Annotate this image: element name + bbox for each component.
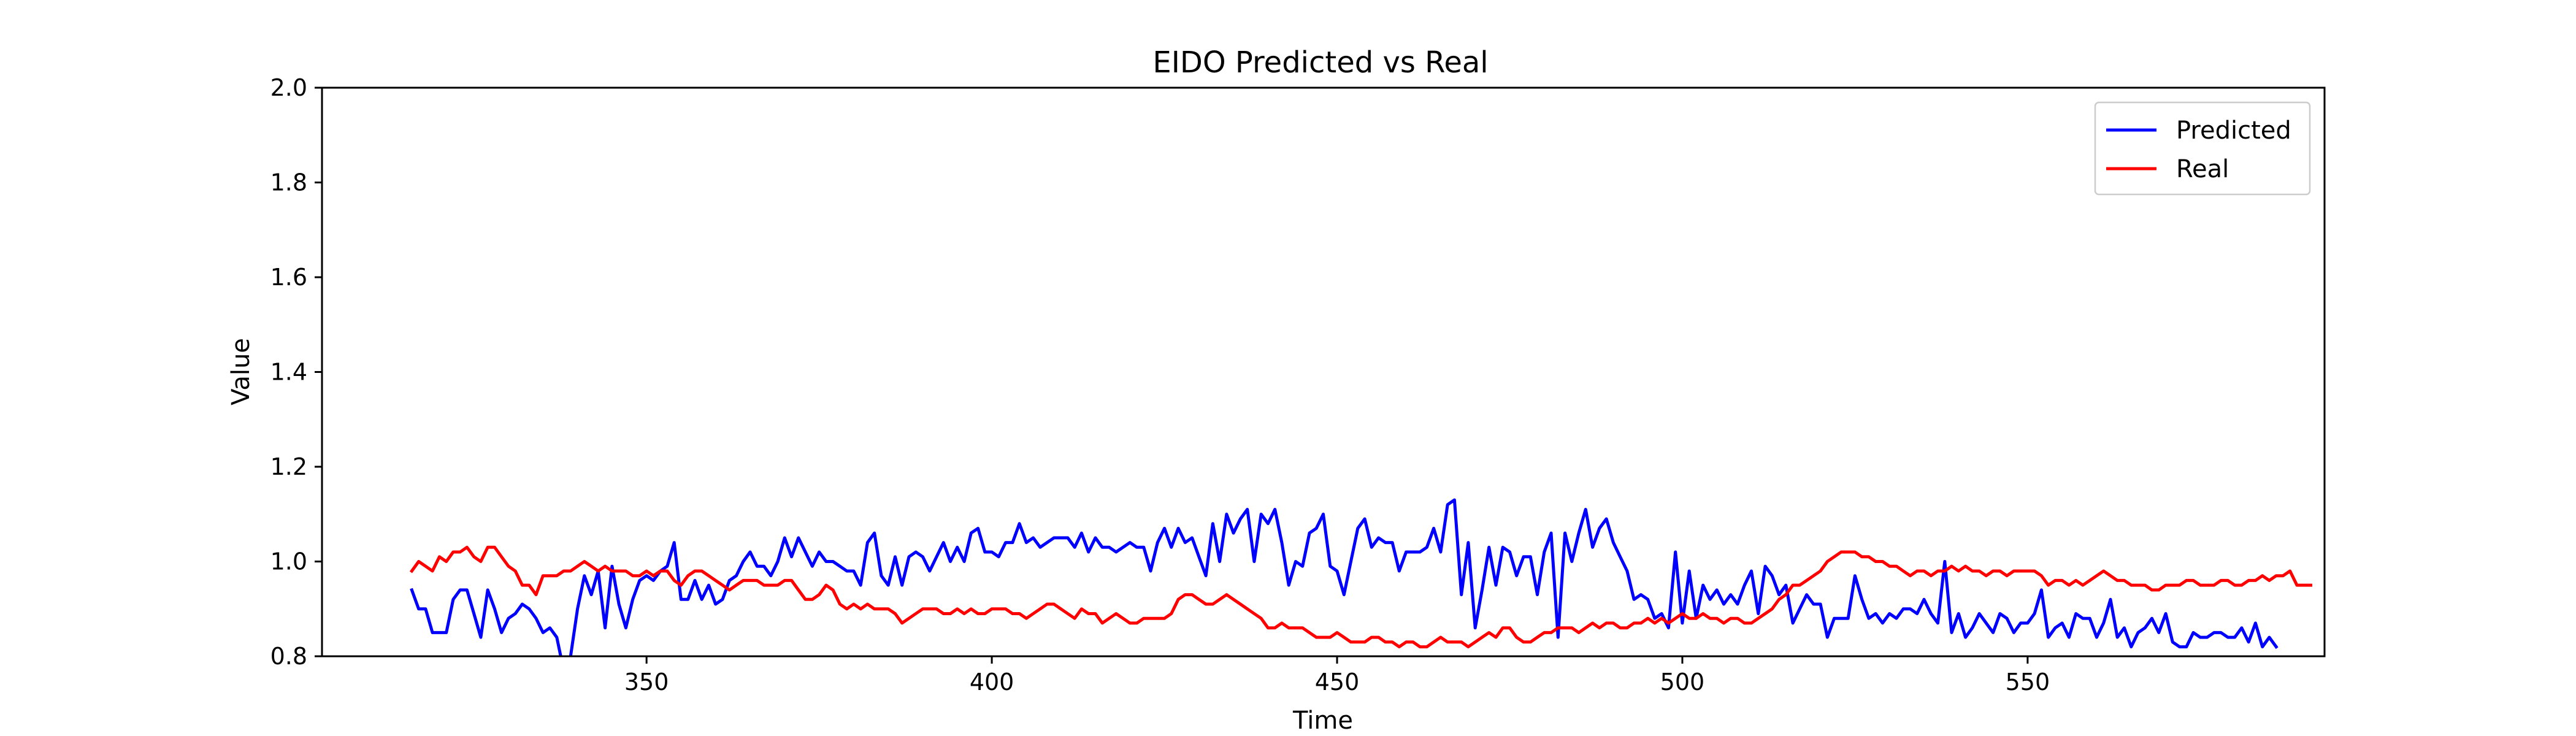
x-tick-label: 500	[1660, 669, 1705, 696]
y-tick-label: 1.6	[270, 264, 307, 291]
legend: Predicted Real	[2094, 101, 2311, 196]
y-tick-label: 1.8	[270, 169, 307, 196]
y-tick-label: 0.8	[270, 643, 307, 670]
y-tick-label: 1.2	[270, 453, 307, 480]
y-tick-label: 2.0	[270, 74, 307, 101]
series-line-predicted	[410, 498, 2279, 656]
x-tick-label: 550	[2006, 669, 2050, 696]
legend-label-real: Real	[2176, 155, 2229, 183]
x-axis: 350 400 450 500 550	[624, 656, 2050, 696]
x-tick-label: 450	[1315, 669, 1360, 696]
y-tick-label: 1.4	[270, 359, 307, 386]
y-tick-label: 1.0	[270, 548, 307, 575]
series-layer	[409, 498, 2312, 656]
y-axis: 0.8 1.0 1.2 1.4 1.6 1.8 2.0	[270, 74, 322, 670]
y-axis-label: Value	[227, 338, 255, 405]
x-tick-label: 400	[970, 669, 1014, 696]
x-axis-label: Time	[1292, 707, 1353, 735]
series-line-real	[409, 545, 2312, 649]
x-tick-label: 350	[624, 669, 669, 696]
legend-box	[2094, 101, 2311, 196]
chart-title: EIDO Predicted vs Real	[1152, 45, 1488, 80]
legend-label-predicted: Predicted	[2176, 117, 2291, 145]
